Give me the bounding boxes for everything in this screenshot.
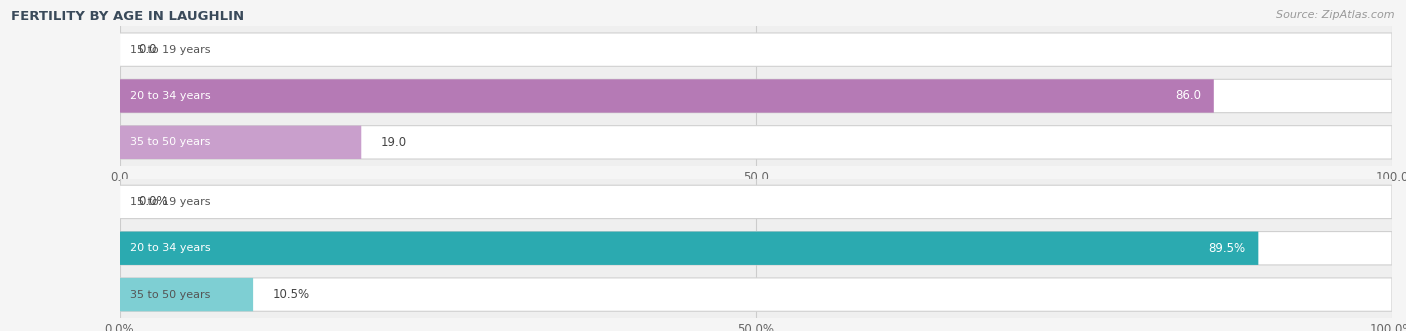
Text: 0.0: 0.0	[139, 43, 157, 56]
Text: 0.0%: 0.0%	[139, 195, 169, 209]
Text: 20 to 34 years: 20 to 34 years	[129, 91, 211, 101]
Text: Source: ZipAtlas.com: Source: ZipAtlas.com	[1277, 10, 1395, 20]
Text: 10.5%: 10.5%	[273, 288, 309, 301]
FancyBboxPatch shape	[120, 185, 1392, 218]
Text: 35 to 50 years: 35 to 50 years	[129, 290, 209, 300]
FancyBboxPatch shape	[120, 33, 1392, 66]
Text: 20 to 34 years: 20 to 34 years	[129, 243, 211, 253]
FancyBboxPatch shape	[120, 232, 1392, 265]
FancyBboxPatch shape	[120, 278, 253, 311]
Text: 89.5%: 89.5%	[1209, 242, 1246, 255]
Text: FERTILITY BY AGE IN LAUGHLIN: FERTILITY BY AGE IN LAUGHLIN	[11, 10, 245, 23]
FancyBboxPatch shape	[120, 232, 1258, 265]
FancyBboxPatch shape	[120, 278, 1392, 311]
FancyBboxPatch shape	[120, 126, 361, 159]
FancyBboxPatch shape	[120, 79, 1213, 113]
Text: 35 to 50 years: 35 to 50 years	[129, 137, 209, 147]
Text: 15 to 19 years: 15 to 19 years	[129, 197, 209, 207]
FancyBboxPatch shape	[120, 126, 1392, 159]
Text: 15 to 19 years: 15 to 19 years	[129, 45, 209, 55]
Text: 19.0: 19.0	[381, 136, 406, 149]
Text: 86.0: 86.0	[1175, 89, 1201, 103]
FancyBboxPatch shape	[120, 79, 1392, 113]
